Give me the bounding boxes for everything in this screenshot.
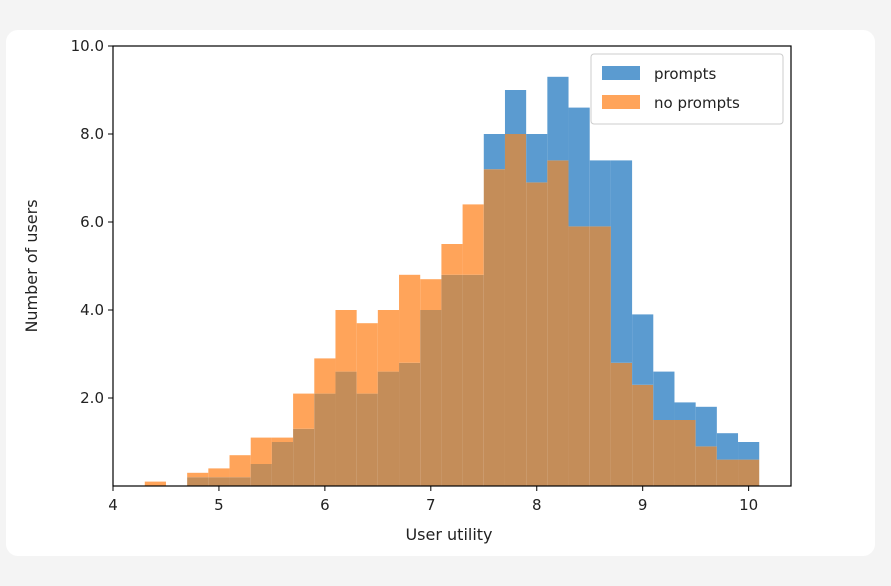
bar-no-prompts xyxy=(187,472,209,478)
bar-prompts xyxy=(483,134,505,170)
bar-prompts xyxy=(738,442,760,460)
bar-no-prompts xyxy=(271,437,294,442)
bar-prompts xyxy=(674,402,696,420)
bar-overlap xyxy=(674,420,696,486)
bar-prompts xyxy=(695,406,717,447)
bar-overlap xyxy=(441,274,463,486)
legend: prompts no prompts xyxy=(590,53,784,125)
bar-overlap xyxy=(187,477,209,486)
bar-prompts xyxy=(547,76,569,161)
bar-no-prompts xyxy=(144,481,166,486)
bar-no-prompts xyxy=(335,310,357,372)
bar-overlap xyxy=(589,226,611,486)
bar-overlap xyxy=(526,182,548,486)
bar-overlap xyxy=(399,362,421,486)
x-axis-label: User utility xyxy=(405,525,492,544)
legend-swatch-prompts xyxy=(602,66,640,80)
bar-overlap xyxy=(208,477,230,486)
bar-prompts xyxy=(653,371,675,420)
legend-label-no-prompts: no prompts xyxy=(654,94,740,112)
bar-overlap xyxy=(229,477,251,486)
bar-no-prompts xyxy=(441,244,463,275)
y-axis: 2.0 4.0 6.0 8.0 10.0 xyxy=(71,37,113,407)
bar-overlap xyxy=(483,169,505,486)
y-tick-label: 8.0 xyxy=(80,125,104,143)
bar-overlap xyxy=(356,393,378,486)
y-tick-label: 2.0 xyxy=(80,389,104,407)
bars-layer xyxy=(144,76,760,486)
bar-no-prompts xyxy=(293,393,315,429)
x-tick-label: 6 xyxy=(320,496,330,514)
bar-overlap xyxy=(271,442,294,486)
x-tick-label: 7 xyxy=(426,496,436,514)
bar-prompts xyxy=(504,90,527,134)
bar-overlap xyxy=(314,393,336,486)
bar-overlap xyxy=(504,134,527,486)
bar-overlap xyxy=(293,428,315,486)
y-tick-label: 6.0 xyxy=(80,213,104,231)
bar-no-prompts xyxy=(229,455,251,478)
plot-frame xyxy=(112,45,792,487)
x-tick-label: 10 xyxy=(739,496,758,514)
bar-overlap xyxy=(610,362,633,486)
x-tick-label: 5 xyxy=(214,496,224,514)
bar-overlap xyxy=(377,371,400,486)
bar-overlap xyxy=(568,226,590,486)
bar-overlap xyxy=(695,446,717,486)
y-tick-label: 10.0 xyxy=(71,37,104,55)
bar-overlap xyxy=(250,464,272,486)
bar-no-prompts xyxy=(462,204,484,275)
legend-swatch-no-prompts xyxy=(602,95,640,109)
legend-label-prompts: prompts xyxy=(654,65,717,83)
bar-overlap xyxy=(716,459,739,486)
bar-prompts xyxy=(568,107,590,227)
bar-prompts xyxy=(589,160,611,227)
bar-no-prompts xyxy=(250,437,272,464)
bar-prompts xyxy=(526,134,548,183)
y-axis-label: Number of users xyxy=(22,199,41,332)
bar-no-prompts xyxy=(399,274,421,363)
chart-card: 4 5 6 7 8 9 10 2.0 4.0 6.0 8.0 10.0 User utility N… xyxy=(6,30,875,556)
bar-no-prompts xyxy=(314,358,336,394)
x-tick-label: 9 xyxy=(638,496,648,514)
bar-overlap xyxy=(738,459,760,486)
bar-overlap xyxy=(462,274,484,486)
bar-prompts xyxy=(716,433,739,460)
bar-prompts xyxy=(632,314,654,385)
x-tick-label: 4 xyxy=(108,496,118,514)
x-axis: 4 5 6 7 8 9 10 xyxy=(108,486,758,514)
x-tick-label: 8 xyxy=(532,496,542,514)
bar-overlap xyxy=(547,160,569,486)
bar-no-prompts xyxy=(208,468,230,478)
bar-no-prompts xyxy=(420,279,442,310)
bar-overlap xyxy=(653,420,675,486)
bar-prompts xyxy=(610,160,633,363)
bar-overlap xyxy=(632,384,654,486)
y-tick-label: 4.0 xyxy=(80,301,104,319)
bar-no-prompts xyxy=(356,323,378,394)
bar-overlap xyxy=(335,371,357,486)
bar-overlap xyxy=(420,310,442,486)
bar-no-prompts xyxy=(377,310,400,372)
histogram-chart: 4 5 6 7 8 9 10 2.0 4.0 6.0 8.0 10.0 User utility N… xyxy=(22,37,792,544)
